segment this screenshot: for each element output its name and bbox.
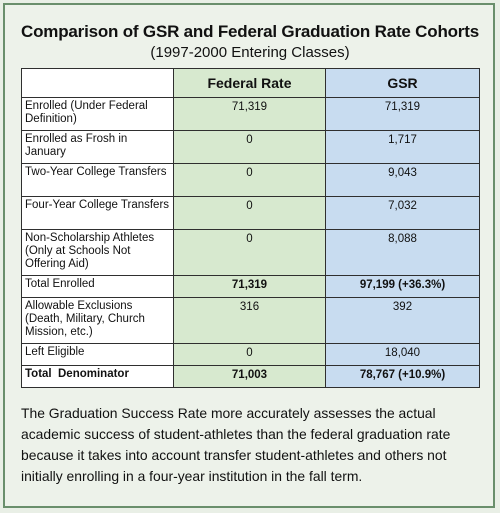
table-row: Enrolled (Under Federal Definition) 71,3…	[21, 97, 480, 131]
row-label: Total Enrolled	[21, 275, 174, 298]
header-federal-rate: Federal Rate	[173, 68, 326, 98]
federal-value: 71,319	[173, 97, 326, 131]
table-row: Enrolled as Frosh in January 0 1,717	[21, 130, 480, 164]
row-label: Non-Scholarship Athletes (Only at School…	[21, 229, 174, 276]
table-row: Two-Year College Transfers 0 9,043	[21, 163, 480, 197]
gsr-value: 18,040	[325, 343, 480, 366]
table-row-total-denominator: Total Denominator 71,003 78,767 (+10.9%)	[21, 365, 480, 388]
federal-value: 0	[173, 196, 326, 230]
row-label: Left Eligible	[21, 343, 174, 366]
caption-text: The Graduation Success Rate more accurat…	[21, 405, 451, 484]
page-title: Comparison of GSR and Federal Graduation…	[21, 22, 479, 41]
table-row: Left Eligible 0 18,040	[21, 343, 480, 366]
row-label: Total Denominator	[21, 365, 174, 388]
table-row: Non-Scholarship Athletes (Only at School…	[21, 229, 480, 276]
federal-value: 71,319	[173, 275, 326, 298]
gsr-value: 71,319	[325, 97, 480, 131]
row-label: Enrolled as Frosh in January	[21, 130, 174, 164]
table-row: Four-Year College Transfers 0 7,032	[21, 196, 480, 230]
table-header-row: Federal Rate GSR	[21, 68, 480, 98]
federal-value: 0	[173, 343, 326, 366]
federal-value: 0	[173, 130, 326, 164]
page-subtitle: (1997-2000 Entering Classes)	[150, 44, 350, 61]
header-blank-cell	[21, 68, 174, 98]
header-gsr: GSR	[325, 68, 480, 98]
table-row-total-enrolled: Total Enrolled 71,319 97,199 (+36.3%)	[21, 275, 480, 298]
gsr-value: 78,767 (+10.9%)	[325, 365, 480, 388]
gsr-value: 392	[325, 297, 480, 344]
gsr-value: 8,088	[325, 229, 480, 276]
row-label: Four-Year College Transfers	[21, 196, 174, 230]
federal-value: 316	[173, 297, 326, 344]
gsr-value: 9,043	[325, 163, 480, 197]
gsr-value: 97,199 (+36.3%)	[325, 275, 480, 298]
row-label: Enrolled (Under Federal Definition)	[21, 97, 174, 131]
federal-value: 0	[173, 163, 326, 197]
federal-value: 71,003	[173, 365, 326, 388]
table-row: Allowable Exclusions (Death, Military, C…	[21, 297, 480, 344]
row-label: Allowable Exclusions (Death, Military, C…	[21, 297, 174, 344]
federal-value: 0	[173, 229, 326, 276]
gsr-value: 1,717	[325, 130, 480, 164]
cohort-comparison-table: Federal Rate GSR Enrolled (Under Federal…	[21, 68, 480, 388]
gsr-value: 7,032	[325, 196, 480, 230]
row-label: Two-Year College Transfers	[21, 163, 174, 197]
